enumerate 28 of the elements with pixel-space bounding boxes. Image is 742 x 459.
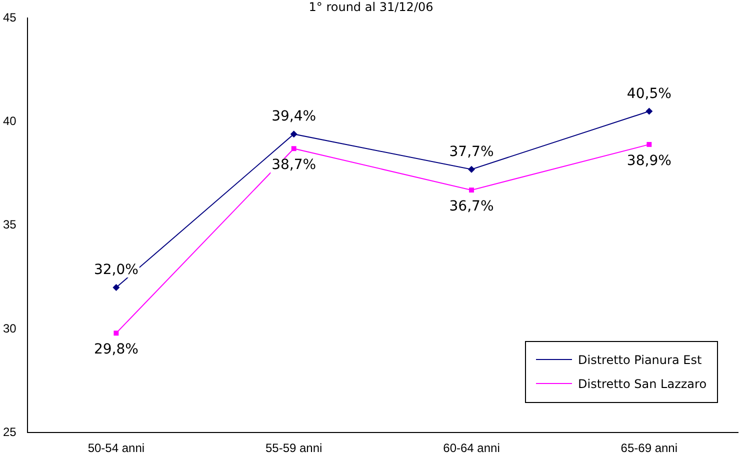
data-label: 36,7%	[449, 198, 494, 215]
y-tick-label: 30	[2, 321, 17, 336]
point	[646, 108, 653, 115]
data-label: 39,4%	[272, 108, 316, 125]
data-label: 40,5%	[626, 86, 672, 102]
chart-title: 1° round al 31/12/06	[308, 0, 434, 14]
x-tick-label: 65-69 anni	[620, 441, 678, 456]
point	[468, 166, 476, 173]
y-tick-label: 25	[2, 424, 17, 439]
x-tick-label: 60-64 anni	[443, 441, 500, 456]
point	[114, 330, 119, 336]
legend-label: Distretto Pianura Est	[578, 352, 702, 367]
point	[291, 146, 296, 152]
point	[646, 142, 652, 147]
legend-label: Distretto San Lazzaro	[578, 376, 707, 391]
data-label: 38,7%	[272, 157, 316, 174]
data-label: 37,7%	[449, 144, 494, 160]
point	[112, 284, 120, 291]
point	[290, 130, 298, 138]
data-label: 29,8%	[94, 342, 138, 358]
y-tick-label: 35	[2, 218, 17, 232]
x-tick-label: 55-59 anni	[265, 441, 322, 456]
point	[469, 188, 474, 193]
data-label: 38,9%	[626, 153, 672, 170]
y-tick-label: 45	[2, 10, 17, 24]
data-label: 32,0%	[94, 262, 138, 278]
x-tick-label: 50-54 anni	[88, 441, 145, 456]
y-tick-label: 40	[2, 114, 17, 128]
